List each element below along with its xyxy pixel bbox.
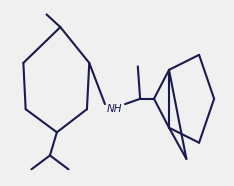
Text: NH: NH	[107, 104, 122, 114]
